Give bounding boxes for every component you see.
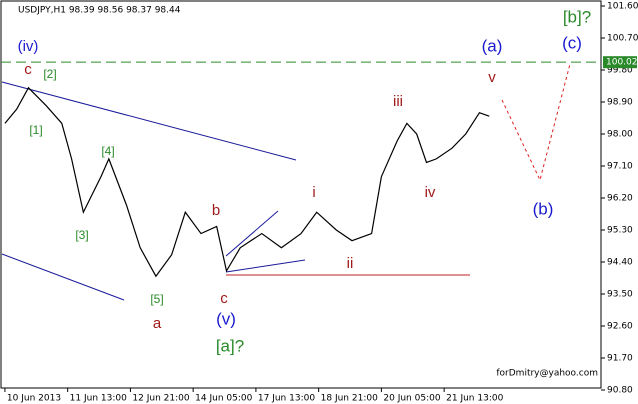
- y-tick-label: 98.00: [607, 130, 633, 140]
- wave-label: c: [24, 61, 32, 78]
- y-tick-label: 94.40: [607, 258, 633, 268]
- x-tick-label: 20 Jun 05:00: [383, 394, 440, 404]
- wave-label: c: [220, 290, 228, 307]
- x-tick-label: 17 Jun 13:00: [258, 394, 315, 404]
- x-tick-label: 11 Jun 13:00: [70, 394, 127, 404]
- wave-label: (b): [533, 199, 554, 218]
- y-tick-label: 90.80: [607, 386, 633, 396]
- wave-label: iv: [425, 184, 436, 201]
- wave-label: (iv): [18, 38, 39, 55]
- wave-label: [3]: [75, 228, 88, 242]
- channel-lower: [1, 253, 125, 301]
- y-tick-label: 101.60: [607, 2, 638, 12]
- y-tick-label: 97.10: [607, 162, 633, 172]
- watermark: forDmitry@yahoo.com: [496, 369, 598, 379]
- wave-label: v: [488, 69, 496, 86]
- y-tick-label: 91.70: [607, 354, 633, 364]
- projection: [501, 63, 571, 182]
- wave-label: [4]: [101, 144, 114, 158]
- wave-label: (c): [562, 33, 582, 52]
- wave-label: iii: [393, 93, 403, 110]
- wave-label: [2]: [43, 67, 56, 81]
- y-tick-label: 100.70: [607, 34, 638, 44]
- y-tick-label: 92.60: [607, 322, 633, 332]
- plot-frame: [0, 0, 602, 389]
- wave-label: (a): [482, 36, 503, 55]
- wave-label: [5]: [150, 292, 163, 306]
- wave-label: i: [312, 184, 315, 201]
- trend-lines: [1, 63, 571, 301]
- wave-label: ii: [347, 255, 354, 272]
- y-tick-label: 99.80: [607, 66, 633, 76]
- wave-label: (v): [216, 309, 236, 328]
- x-tick-label: 14 Jun 05:00: [195, 394, 252, 404]
- x-tick-label: 12 Jun 21:00: [132, 394, 189, 404]
- wave-label: b: [212, 202, 220, 219]
- wave-label: [1]: [29, 123, 42, 137]
- chart-title: USDJPY,H1 98.39 98.56 98.37 98.44: [18, 6, 181, 16]
- x-tick-label: 18 Jun 21:00: [321, 394, 378, 404]
- y-tick-label: 93.50: [607, 290, 633, 300]
- y-tick-label: 95.30: [607, 226, 633, 236]
- wave-label: [b]?: [563, 7, 591, 26]
- channel-upper: [1, 81, 297, 161]
- y-tick-label: 96.20: [607, 194, 633, 204]
- y-tick-label: 98.90: [607, 98, 633, 108]
- x-tick-label: 10 Jun 2013: [7, 394, 61, 404]
- triangle-upper: [225, 210, 279, 257]
- triangle-lower: [225, 259, 306, 273]
- x-tick-label: 21 Jun 13:00: [446, 394, 503, 404]
- level-label: 100.02: [606, 58, 638, 68]
- wave-label: a: [153, 315, 162, 332]
- level-box: [603, 56, 637, 69]
- price-line: [4, 86, 490, 278]
- wave-label: [a]?: [216, 336, 244, 355]
